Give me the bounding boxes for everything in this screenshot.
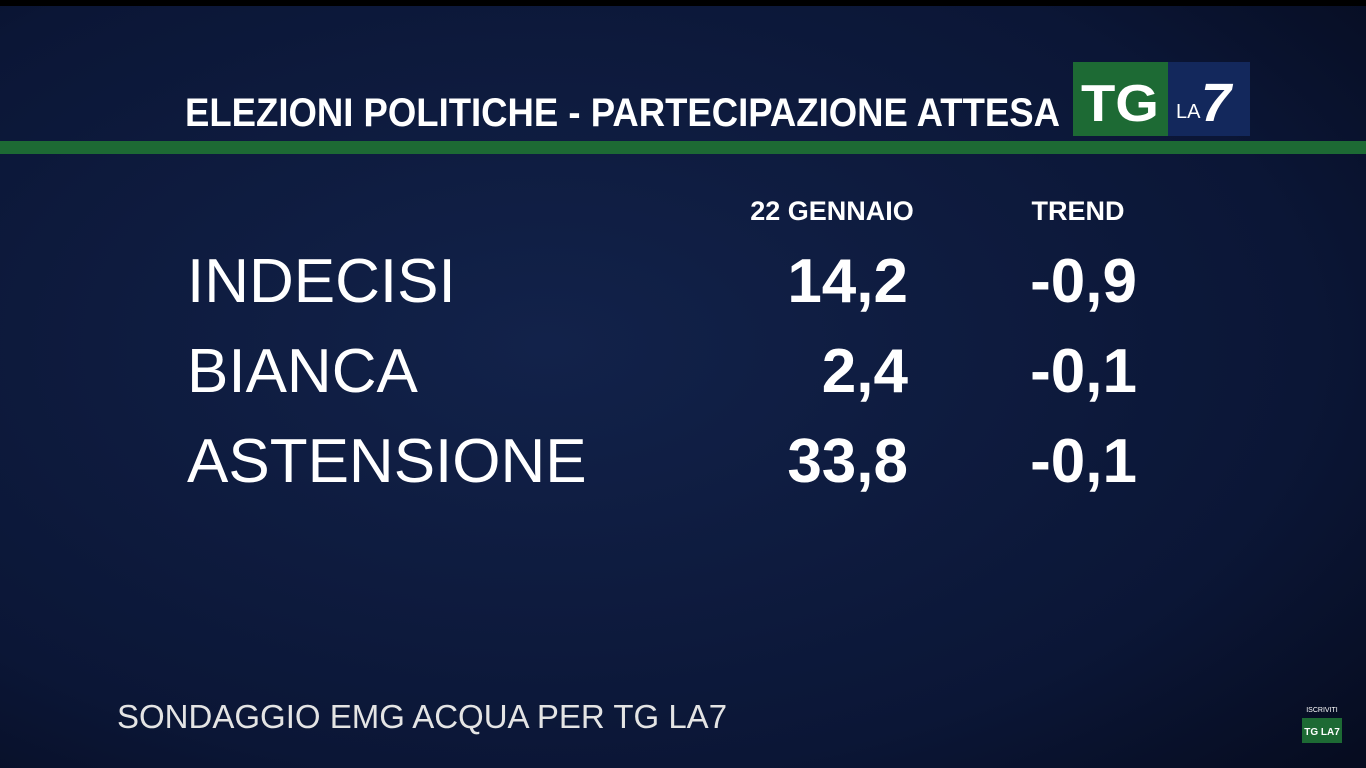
watermark-logo: TG LA7 [1304,727,1340,738]
green-rule [0,141,1366,154]
footer-source: SONDAGGIO EMG ACQUA PER TG LA7 [117,698,727,735]
logo: TG LA 7 [1073,62,1250,136]
logo-la7-box [1168,62,1250,136]
row-label: INDECISI [187,247,456,316]
row-value: 14,2 [787,247,908,316]
row-label: ASTENSIONE [187,427,587,496]
watermark: ISCRIVITI TG LA7 [1302,707,1342,743]
row-trend: -0,1 [1030,427,1137,496]
column-header: 22 GENNAIO [750,196,914,226]
top-bar [0,0,1366,6]
logo-tg-box [1073,62,1168,136]
row-value: 2,4 [822,337,909,406]
column-header: TREND [1032,196,1125,226]
row-value: 33,8 [787,427,908,496]
title: ELEZIONI POLITICHE - PARTECIPAZIONE ATTE… [185,91,1060,135]
logo-la: LA [1176,101,1201,123]
row-label: BIANCA [187,337,418,406]
table-rows: INDECISI 14,2 -0,9 BIANCA 2,4 -0,1 ASTENSIONE 3… [187,247,1137,496]
row-trend: -0,1 [1030,337,1137,406]
watermark-box [1302,718,1342,743]
row-trend: -0,9 [1030,247,1137,316]
watermark-text: ISCRIVITI [1306,707,1338,714]
logo-seven: 7 [1201,73,1234,133]
logo-tg: TG [1081,75,1159,133]
